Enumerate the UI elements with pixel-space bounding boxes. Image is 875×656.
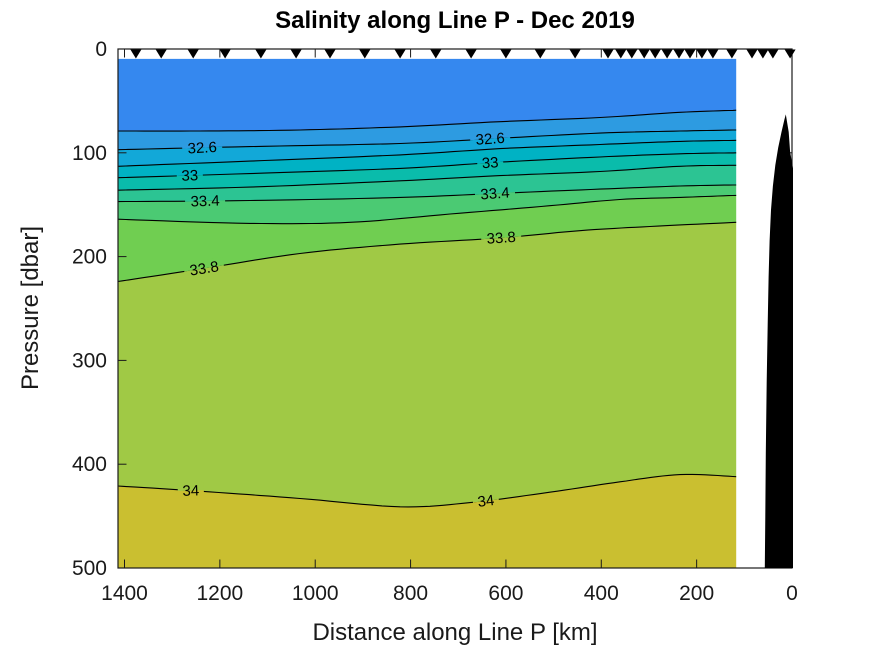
svg-text:33.8: 33.8 [188,258,220,279]
x-tick-label: 0 [786,582,798,605]
station-marker-icon [430,49,442,59]
salinity-band [117,185,737,224]
svg-text:32.6: 32.6 [475,130,505,149]
salinity-band [117,474,737,568]
contour-fills [117,58,737,568]
x-tick-label: 200 [679,582,714,605]
x-tick-label: 1000 [292,582,339,605]
salinity-band [117,222,737,507]
station-marker-icon [465,49,477,59]
svg-text:34: 34 [182,482,199,500]
station-marker-icon [615,49,627,59]
contour-label: 34 [471,490,500,511]
salinity-band [117,140,737,178]
svg-text:33: 33 [481,154,499,172]
station-marker-icon [673,49,685,59]
contour-label: 32.6 [181,138,223,158]
salinity-band [117,152,737,191]
contour-label: 32.6 [469,128,511,149]
contour-line [117,473,737,508]
station-marker-icon [130,49,142,59]
y-axis-label: Pressure [dbar] [17,225,44,391]
contour-label: 33.8 [480,227,522,248]
station-marker-icon [359,49,371,59]
y-tick-label: 0 [95,38,107,61]
station-marker-icon [187,49,199,59]
svg-text:33.4: 33.4 [480,185,510,204]
svg-text:33.4: 33.4 [190,192,220,210]
station-marker-icon [707,49,719,59]
station-marker-icon [767,49,779,59]
station-markers [130,49,796,59]
station-marker-icon [626,49,638,59]
contour-line [117,109,737,132]
station-marker-icon [155,49,167,59]
station-marker-icon [746,49,758,59]
station-marker-icon [534,49,546,59]
station-marker-icon [696,49,708,59]
y-tick-label: 100 [72,142,107,165]
chart-title: Salinity along Line P - Dec 2019 [275,7,635,34]
contour-label: 33.4 [474,183,516,204]
x-tick-label: 600 [488,582,523,605]
svg-text:32.6: 32.6 [187,139,217,158]
salinity-band [117,110,737,150]
contour-label: 33.4 [184,191,226,211]
station-marker-icon [726,49,738,59]
salinity-band [117,130,737,167]
contour-label: 33 [476,153,504,172]
x-tick-label: 800 [393,582,428,605]
station-marker-icon [255,49,267,59]
contour-line [117,194,737,225]
svg-text:33.8: 33.8 [486,229,516,248]
station-marker-icon [649,49,661,59]
salinity-band [117,58,737,132]
station-marker-icon [602,49,614,59]
station-marker-icon [569,49,581,59]
x-axis-label: Distance along Line P [km] [312,619,598,646]
station-marker-icon [500,49,512,59]
svg-text:33: 33 [181,167,198,185]
axis: 1400 1200 1000 800 600 400 200 0 0 100 200 300 400 50… [72,38,798,605]
y-tick-label: 400 [72,453,107,476]
x-tick-label: 400 [584,582,619,605]
y-tick-label: 200 [72,246,107,269]
salinity-band [117,165,737,202]
station-marker-icon [219,49,231,59]
station-marker-icon [638,49,650,59]
station-marker-icon [684,49,696,59]
station-marker-icon [757,49,769,59]
station-marker-icon [394,49,406,59]
contour-label: 33 [176,166,204,185]
station-marker-icon [324,49,336,59]
y-tick-label: 300 [72,349,107,372]
contour-label: 34 [177,481,205,500]
contour-label: 33.8 [183,256,226,280]
contour-line [117,164,737,191]
station-marker-icon [290,49,302,59]
svg-text:34: 34 [477,492,496,511]
x-tick-label: 1400 [101,582,148,605]
contour-line [117,139,737,167]
salinity-band [117,195,737,282]
contour-labels: 32.6 32.6 33 33 33.4 33.4 33.8 33.8 34 34 [176,128,522,511]
bathymetry [764,114,793,569]
station-marker-icon [784,49,796,59]
x-tick-label: 1200 [196,582,243,605]
station-marker-icon [661,49,673,59]
y-tick-label: 500 [72,557,107,580]
